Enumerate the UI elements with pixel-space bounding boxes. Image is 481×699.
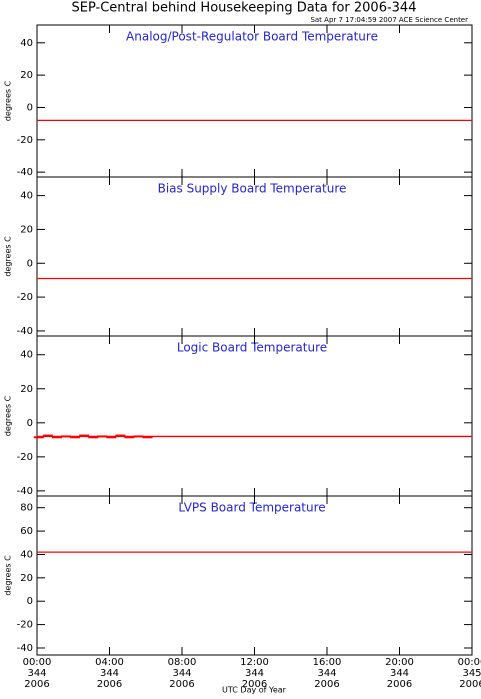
x-tick-label: 16:00 xyxy=(313,657,342,668)
y-tick-label: -40 xyxy=(17,326,33,337)
panel-title: Analog/Post-Regulator Board Temperature xyxy=(126,30,378,44)
y-tick-label: 40 xyxy=(20,350,33,361)
x-tick-label: 00:00 xyxy=(23,657,52,668)
x-tick-label: 00:00 xyxy=(458,657,481,668)
y-tick-label: -40 xyxy=(17,167,33,178)
x-tick-day: 344 xyxy=(27,668,46,679)
y-axis-label: degrees C xyxy=(4,236,13,277)
y-tick-label: 40 xyxy=(20,191,33,202)
y-tick-label: 80 xyxy=(20,503,33,514)
y-tick-label: 20 xyxy=(20,573,33,584)
y-tick-label: 40 xyxy=(20,549,33,560)
x-tick-day: 344 xyxy=(172,668,191,679)
x-tick-label: 08:00 xyxy=(168,657,197,668)
x-tick-day: 345 xyxy=(462,668,481,679)
y-tick-label: -20 xyxy=(17,135,33,146)
panel-title: LVPS Board Temperature xyxy=(178,501,325,515)
x-tick-year: 2006 xyxy=(314,679,339,690)
y-axis-label: degrees C xyxy=(4,80,13,121)
plot-frame xyxy=(36,335,473,497)
y-tick-label: 20 xyxy=(20,70,33,81)
x-tick-day: 344 xyxy=(100,668,119,679)
x-tick-year: 2006 xyxy=(242,679,267,690)
x-tick-day: 344 xyxy=(317,668,336,679)
x-tick-day: 344 xyxy=(390,668,409,679)
y-tick-label: 20 xyxy=(20,224,33,235)
x-tick-year: 2006 xyxy=(169,679,194,690)
x-tick-day: 344 xyxy=(245,668,264,679)
panel-title: Bias Supply Board Temperature xyxy=(158,182,347,196)
x-tick-year: 2006 xyxy=(387,679,412,690)
y-tick-label: 20 xyxy=(20,384,33,395)
x-tick-year: 2006 xyxy=(97,679,122,690)
x-tick-label: 04:00 xyxy=(95,657,124,668)
y-tick-label: -40 xyxy=(17,643,33,654)
plot-frame xyxy=(36,495,473,656)
y-axis-label: degrees C xyxy=(4,395,13,436)
panel-title: Logic Board Temperature xyxy=(177,341,327,355)
x-tick-year: 2006 xyxy=(24,679,49,690)
chart-title: SEP-Central behind Housekeeping Data for… xyxy=(72,1,417,16)
plot-frame xyxy=(36,176,473,337)
x-axis-label: UTC Day of Year xyxy=(222,686,287,695)
y-tick-label: -40 xyxy=(17,486,33,497)
y-tick-label: 0 xyxy=(27,418,33,429)
y-tick-label: -20 xyxy=(17,620,33,631)
y-tick-label: 60 xyxy=(20,526,33,537)
x-tick-label: 12:00 xyxy=(240,657,269,668)
y-tick-label: 40 xyxy=(20,38,33,49)
y-tick-label: 0 xyxy=(27,102,33,113)
x-tick-year: 2006 xyxy=(459,679,481,690)
y-tick-label: 0 xyxy=(27,596,33,607)
y-tick-label: -20 xyxy=(17,292,33,303)
chart-subtitle: Sat Apr 7 17:04:59 2007 ACE Science Cent… xyxy=(310,16,468,24)
y-tick-label: 0 xyxy=(27,258,33,269)
x-tick-label: 20:00 xyxy=(385,657,414,668)
y-axis-label: degrees C xyxy=(4,555,13,596)
y-tick-label: -20 xyxy=(17,452,33,463)
plot-frame xyxy=(36,24,473,178)
